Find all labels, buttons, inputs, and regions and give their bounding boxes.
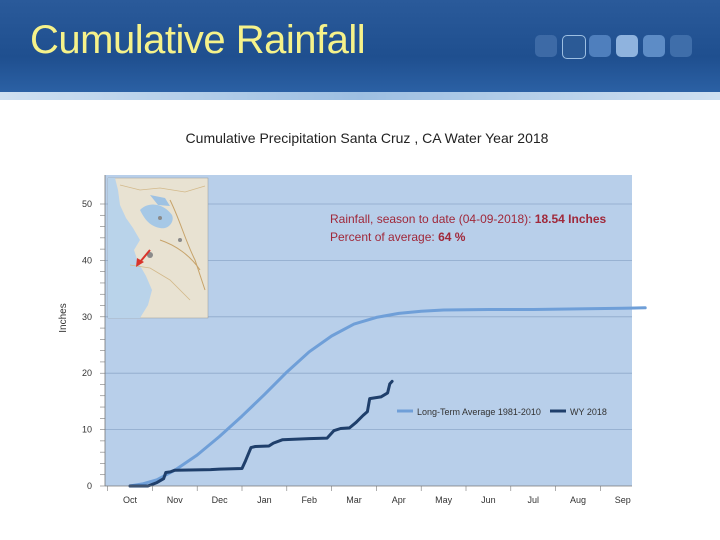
deco-square-3 [589, 35, 611, 57]
x-axis: Oct Nov Dec Jan Feb Mar Apr May Jun Jul Aug Sep [105, 485, 632, 505]
slide-title: Cumulative Rainfall [30, 18, 366, 62]
x-tick-label: May [435, 495, 453, 505]
y-axis: 0 10 20 30 40 50 [82, 175, 106, 491]
deco-square-4 [616, 35, 638, 57]
legend-label-average: Long-Term Average 1981-2010 [417, 407, 541, 417]
location-map [107, 177, 209, 319]
x-tick-label: Jan [257, 495, 272, 505]
series-layer [128, 306, 647, 488]
y-tick-label: 40 [82, 255, 92, 265]
legend-label-wy2018: WY 2018 [570, 407, 607, 417]
y-tick-label: 50 [82, 199, 92, 209]
deco-square-2 [562, 35, 586, 59]
x-tick-label: Aug [570, 495, 586, 505]
deco-square-6 [670, 35, 692, 57]
annotation-line-1: Rainfall, season to date (04-09-2018): 1… [330, 212, 607, 226]
deco-square-5 [643, 35, 665, 57]
x-tick-label: Mar [346, 495, 362, 505]
x-tick-label: Jul [527, 495, 539, 505]
chart-title: Cumulative Precipitation Santa Cruz , CA… [185, 130, 549, 146]
annotation-line-2: Percent of average: 64 % [330, 230, 466, 244]
legend: Long-Term Average 1981-2010 WY 2018 [397, 407, 607, 417]
header-band [0, 92, 720, 100]
x-tick-label: Apr [392, 495, 406, 505]
x-tick-label: Feb [301, 495, 317, 505]
y-tick-label: 20 [82, 368, 92, 378]
x-tick-label: Dec [212, 495, 229, 505]
series-line-average [128, 306, 647, 488]
y-tick-label: 30 [82, 312, 92, 322]
series-line-wy2018 [128, 379, 394, 488]
x-tick-label: Sep [615, 495, 631, 505]
x-tick-label: Jun [481, 495, 496, 505]
y-axis-label: Inches [58, 303, 69, 332]
deco-square-1 [535, 35, 557, 57]
x-tick-label: Nov [167, 495, 184, 505]
y-tick-label: 0 [87, 481, 92, 491]
x-tick-label: Oct [123, 495, 138, 505]
y-tick-label: 10 [82, 425, 92, 435]
